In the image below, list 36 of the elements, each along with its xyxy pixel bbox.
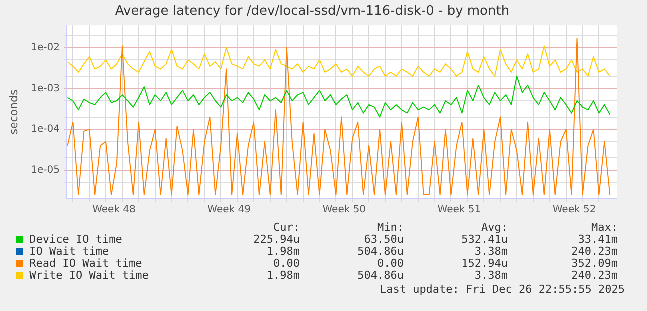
x-tick-label: Week 48 [92, 204, 136, 216]
text: 152.94u [460, 257, 508, 270]
text: 0.00 [376, 257, 404, 270]
text: 532.41u [460, 233, 508, 246]
text: 1.98m [266, 245, 300, 258]
chart-title: Average latency for /dev/local-ssd/vm-116-disk-0 - by month [115, 4, 510, 20]
x-tick-label: Week 51 [438, 204, 482, 216]
y-axis-title: seconds [7, 90, 20, 135]
text: 3.38m [474, 269, 508, 282]
text: 240.23m [570, 245, 618, 258]
text: 33.41m [577, 233, 618, 246]
y-tick-label: 1e-05 [31, 165, 60, 176]
legend-label: Read IO Wait time [28, 257, 144, 270]
legend-label: IO Wait time [28, 245, 110, 258]
text: Min: [376, 221, 404, 234]
text: Max: [590, 221, 618, 234]
text: 0.00 [272, 257, 300, 270]
text: Last update: Fri Dec 26 22:55:55 2025 [380, 283, 625, 296]
text: Avg: [480, 221, 508, 234]
y-tick-label: 1e-04 [31, 124, 60, 136]
x-tick-label: Week 52 [552, 204, 596, 216]
legend-label: Write IO Wait time [28, 269, 150, 282]
text: 352.09m [570, 257, 618, 270]
y-tick-label: 1e-02 [31, 42, 60, 54]
x-tick-label: Week 50 [322, 204, 366, 216]
text: 504.86u [356, 269, 404, 282]
text: 225.94u [252, 233, 300, 246]
text: 3.38m [474, 245, 508, 258]
text: 240.23m [570, 269, 618, 282]
text: 504.86u [356, 245, 404, 258]
text: Cur: [272, 221, 300, 234]
legend-label: Device IO time [28, 233, 124, 246]
text: 63.50u [363, 233, 404, 246]
text: 1.98m [266, 269, 300, 282]
x-tick-label: Week 49 [208, 204, 251, 216]
y-tick-label: 1e-03 [31, 83, 60, 94]
